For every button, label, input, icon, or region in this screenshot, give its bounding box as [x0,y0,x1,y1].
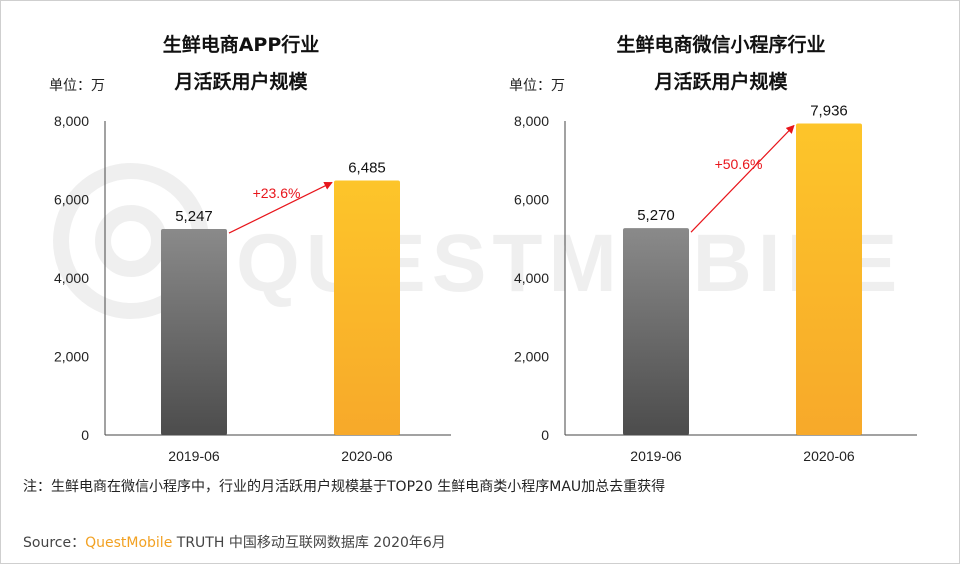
y-tick-label: 8,000 [514,113,549,129]
plot-area: 0 2,000 4,000 6,000 8,000 5,247 2019-06 6,485 20… [54,113,451,464]
growth-arrow [690,124,795,233]
y-tick-label: 8,000 [54,113,89,129]
y-tick-label: 6,000 [54,192,89,208]
footnote: 注：生鲜电商在微信小程序中，行业的月活跃用户规模基于TOP20 生鲜电商类小程序… [23,479,666,495]
y-tick-label: 6,000 [514,192,549,208]
bar-2020-06 [796,123,862,436]
bar-2019-06 [161,229,227,435]
growth-arrow [228,181,333,234]
y-tick-label: 0 [81,427,89,443]
data-label: 5,270 [637,207,675,224]
bar-2020-06 [334,180,400,435]
chart-app-mau: 生鲜电商APP行业 月活跃用户规模 单位：万 0 2,000 4,000 6,000 8… [1,1,481,471]
growth-label: +50.6% [715,156,763,172]
y-tick-label: 4,000 [514,270,549,286]
chart-title-line1: 生鲜电商APP行业 [162,34,320,56]
bar-2019-06 [623,228,689,435]
source-line: Source：QuestMobile TRUTH 中国移动互联网数据库 2020… [23,532,446,552]
source-prefix: Source： [23,535,86,551]
growth-label: +23.6% [253,185,301,201]
data-label: 7,936 [810,103,848,120]
plot-area: 0 2,000 4,000 6,000 8,000 5,270 2019-06 7,936 20… [514,103,917,464]
source-rest: TRUTH 中国移动互联网数据库 2020年6月 [172,535,446,551]
unit-label: 单位：万 [509,78,565,94]
y-tick-label: 0 [541,427,549,443]
x-tick-label: 2019-06 [168,448,220,464]
source-brand: QuestMobile [85,535,173,551]
x-tick-label: 2020-06 [341,448,393,464]
x-tick-label: 2020-06 [803,448,855,464]
x-tick-label: 2019-06 [630,448,682,464]
chart-title-line2: 月活跃用户规模 [174,71,308,93]
chart-miniprogram-mau: 生鲜电商微信小程序行业 月活跃用户规模 单位：万 0 2,000 4,000 6,00… [481,1,959,471]
chart-title-line2: 月活跃用户规模 [654,71,788,93]
y-tick-label: 2,000 [54,349,89,365]
chart-title-line1: 生鲜电商微信小程序行业 [616,34,826,56]
y-tick-label: 2,000 [514,349,549,365]
y-tick-label: 4,000 [54,270,89,286]
unit-label: 单位：万 [49,78,105,94]
data-label: 6,485 [348,159,386,176]
data-label: 5,247 [175,208,213,225]
